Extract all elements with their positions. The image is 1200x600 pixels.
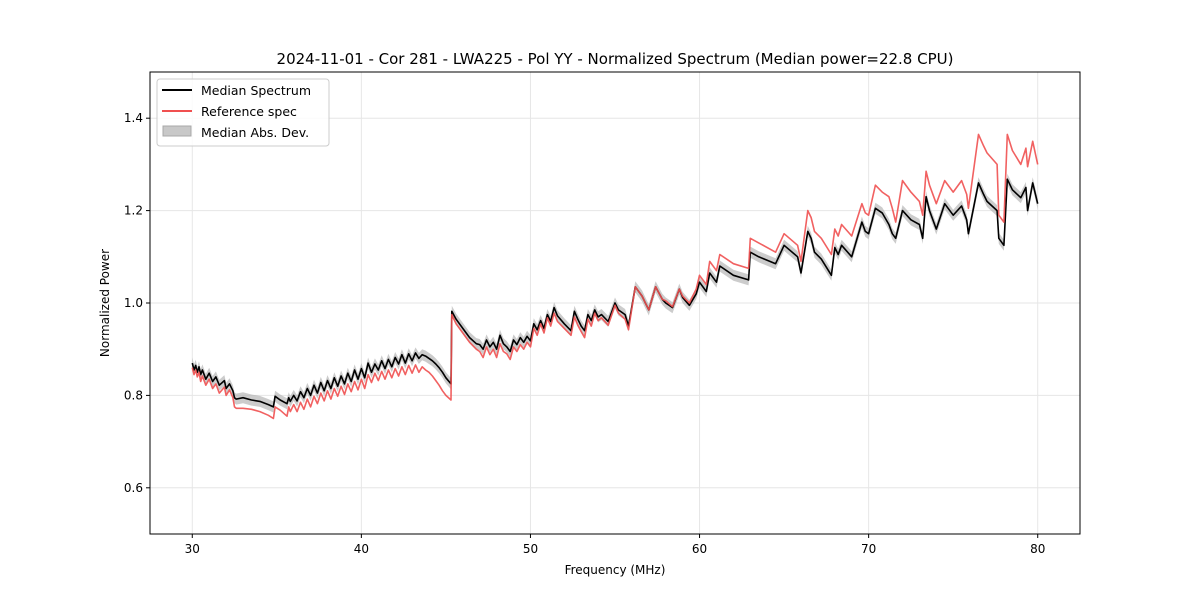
y-tick-label: 0.6	[124, 481, 143, 495]
legend-swatch-mad	[162, 125, 192, 137]
y-tick-label: 1.4	[124, 111, 143, 125]
x-axis-label: Frequency (MHz)	[565, 563, 666, 577]
legend-frame	[156, 78, 330, 147]
legend-label-reference: Reference spec	[201, 104, 297, 119]
legend: Median Spectrum Reference spec Median Ab…	[156, 78, 330, 147]
x-axis: 30 40 50 60 70 80	[185, 534, 1045, 556]
chart-title: 2024-11-01 - Cor 281 - LWA225 - Pol YY -…	[277, 50, 954, 68]
x-tick-label: 80	[1030, 542, 1045, 556]
y-axis: 0.6 0.8 1.0 1.2 1.4	[124, 111, 150, 495]
x-tick-label: 30	[185, 542, 200, 556]
legend-label-mad: Median Abs. Dev.	[201, 125, 309, 140]
y-axis-label: Normalized Power	[98, 249, 112, 357]
y-tick-label: 1.0	[124, 296, 143, 310]
x-tick-label: 40	[354, 542, 369, 556]
y-tick-label: 0.8	[124, 388, 143, 402]
x-tick-label: 60	[692, 542, 707, 556]
median-spectrum-line	[191, 178, 1039, 408]
reference-spectrum-line	[191, 133, 1039, 420]
y-tick-label: 1.2	[124, 204, 143, 218]
legend-label-median: Median Spectrum	[201, 83, 311, 98]
x-tick-label: 70	[861, 542, 876, 556]
x-tick-label: 50	[523, 542, 538, 556]
